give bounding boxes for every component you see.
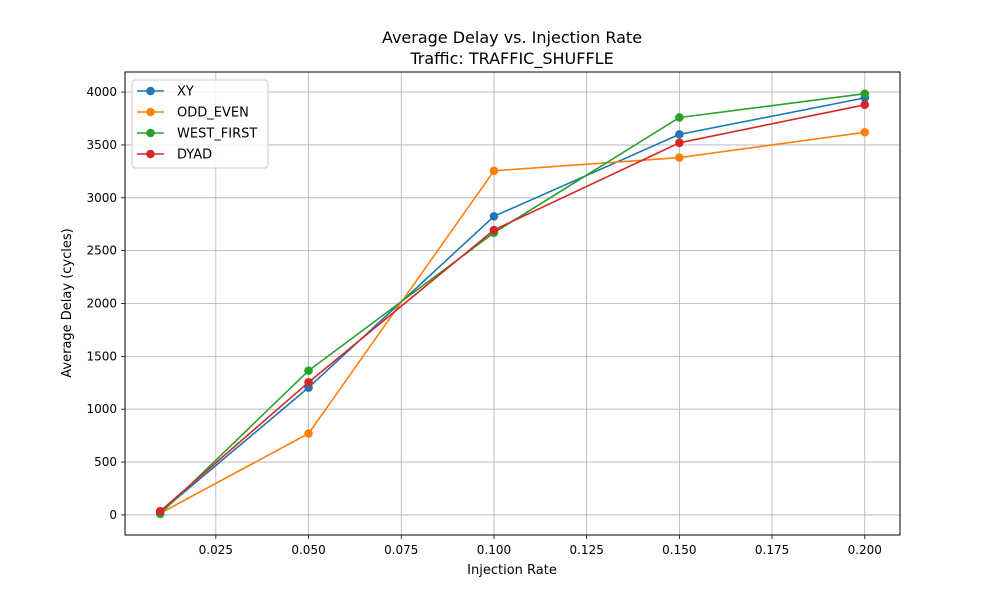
- data-point-odd-even: [304, 429, 313, 438]
- legend-box: [131, 79, 269, 169]
- data-point-xy: [489, 211, 499, 221]
- legend-label: ODD_EVEN: [177, 106, 249, 121]
- x-tick-label: 0.050: [291, 543, 325, 557]
- series-dyad: [155, 100, 870, 516]
- x-axis-label: Injection Rate: [467, 563, 557, 578]
- legend-item-odd-even: ODD_EVEN: [137, 106, 249, 121]
- chart-title: Average Delay vs. Injection Rate: [382, 28, 642, 47]
- y-tick-label: 500: [94, 455, 117, 469]
- data-point-dyad: [304, 377, 313, 387]
- legend-label: WEST_FIRST: [177, 127, 257, 142]
- data-point-xy: [675, 130, 684, 139]
- legend-marker: [146, 149, 155, 159]
- legend-marker: [146, 86, 155, 96]
- legend-marker: [146, 107, 155, 117]
- legend: XY ODD_EVEN WEST_FIRST DYAD: [131, 79, 269, 169]
- legend-marker: [146, 128, 155, 138]
- data-point-dyad: [155, 506, 165, 516]
- legend-item-xy: XY: [137, 85, 194, 100]
- data-point-west-first: [675, 113, 684, 122]
- x-tick-label: 0.175: [755, 543, 789, 557]
- x-axis-ticks: 0.025 0.050 0.075 0.100 0.125 0.150 0.175 0.200: [199, 535, 882, 557]
- series-lines: [155, 89, 870, 519]
- series-odd-even: [155, 127, 870, 518]
- data-point-odd-even: [675, 153, 684, 162]
- y-axis-label: Average Delay (cycles): [60, 228, 75, 377]
- x-tick-label: 0.200: [848, 543, 882, 557]
- legend-label: DYAD: [177, 148, 212, 163]
- grid: [125, 72, 900, 535]
- legend-item-dyad: DYAD: [137, 148, 212, 163]
- x-tick-label: 0.075: [384, 543, 418, 557]
- x-tick-label: 0.125: [569, 543, 603, 557]
- data-point-west-first: [304, 366, 313, 375]
- y-tick-label: 1500: [86, 349, 117, 363]
- y-tick-label: 4000: [86, 85, 117, 99]
- y-tick-label: 2000: [86, 297, 117, 311]
- y-tick-label: 0: [109, 508, 117, 522]
- y-tick-label: 1000: [86, 402, 117, 416]
- series-line-odd-even: [159, 131, 865, 515]
- x-tick-label: 0.150: [662, 543, 696, 557]
- data-point-west-first: [860, 89, 870, 98]
- x-tick-label: 0.100: [477, 543, 511, 557]
- chart-subtitle: Traffic: TRAFFIC_SHUFFLE: [409, 49, 613, 69]
- legend-item-west-first: WEST_FIRST: [137, 127, 257, 142]
- x-tick-label: 0.025: [199, 543, 233, 557]
- data-point-dyad: [675, 138, 684, 148]
- legend-label: XY: [177, 85, 194, 100]
- data-point-odd-even: [860, 127, 870, 137]
- y-axis-ticks: 0 500 1000 1500 2000 2500 3000 3500 4000: [86, 85, 125, 522]
- data-point-odd-even: [489, 166, 499, 176]
- data-point-dyad: [860, 100, 870, 110]
- y-tick-label: 2500: [86, 244, 117, 258]
- y-tick-label: 3000: [86, 191, 117, 205]
- y-tick-label: 3500: [86, 138, 117, 152]
- data-point-dyad: [489, 225, 499, 235]
